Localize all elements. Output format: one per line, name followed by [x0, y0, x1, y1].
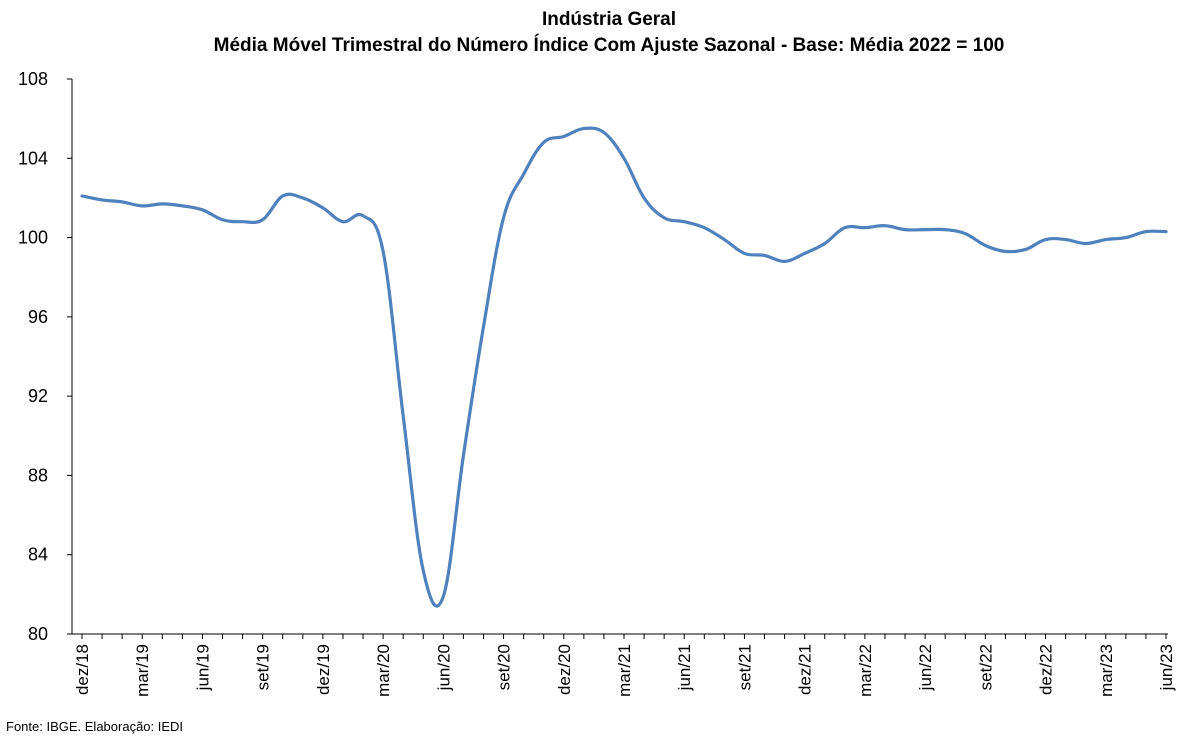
x-tick-label: dez/20 — [555, 644, 574, 695]
x-tick-label: set/22 — [976, 644, 995, 690]
data-point — [261, 218, 264, 221]
x-tick-label: dez/18 — [73, 644, 92, 695]
data-point — [141, 204, 144, 207]
data-point — [1044, 238, 1047, 241]
y-tick-label: 108 — [18, 69, 48, 89]
x-tick-label: mar/23 — [1097, 644, 1116, 697]
data-point — [562, 135, 565, 138]
data-point — [602, 131, 605, 134]
y-tick-label: 92 — [28, 386, 48, 406]
x-tick-label: jun/22 — [916, 644, 935, 691]
x-axis: dez/18 mar/19 jun/19 set/19 dez/19 mar/20 jun/… — [72, 633, 1176, 697]
data-point — [964, 232, 967, 235]
data-point — [723, 238, 726, 241]
data-point — [623, 157, 626, 160]
data-point — [402, 414, 405, 417]
data-point — [1124, 236, 1127, 239]
chart-subtitle: Média Móvel Trimestral do Número Índice … — [213, 35, 1005, 56]
y-axis: 80 84 88 92 96 100 104 108 — [18, 69, 73, 644]
data-point — [803, 252, 806, 255]
x-tick-label: set/20 — [495, 644, 514, 690]
data-point — [502, 216, 505, 219]
data-point — [663, 216, 666, 219]
data-point — [281, 194, 284, 197]
series-layer — [80, 126, 1168, 608]
y-tick-label: 80 — [28, 624, 48, 644]
x-tick-label: mar/19 — [133, 644, 152, 697]
x-tick-label: dez/21 — [796, 644, 815, 695]
data-point — [763, 254, 766, 257]
data-point — [181, 204, 184, 207]
data-point — [121, 200, 124, 203]
data-point — [984, 244, 987, 247]
data-point — [944, 228, 947, 231]
y-tick-label: 104 — [18, 148, 48, 168]
data-point — [422, 569, 425, 572]
data-point — [743, 252, 746, 255]
data-point — [1004, 250, 1007, 253]
data-point — [582, 127, 585, 130]
y-tick-label: 84 — [28, 545, 48, 565]
x-tick-label: jun/20 — [434, 644, 453, 691]
chart-title-block: Indústria Geral Média Móvel Trimestral d… — [0, 7, 1198, 59]
data-point — [683, 220, 686, 223]
data-point — [101, 198, 104, 201]
data-point — [643, 196, 646, 199]
data-point — [1165, 230, 1168, 233]
x-tick-label: dez/19 — [314, 644, 333, 695]
data-point — [843, 226, 846, 229]
data-point — [341, 220, 344, 223]
chart-title: Indústria Geral — [541, 9, 677, 30]
data-point — [462, 454, 465, 457]
data-point — [924, 228, 927, 231]
x-tick-label: jun/21 — [675, 644, 694, 691]
data-point — [321, 206, 324, 209]
data-point — [81, 194, 84, 197]
data-point — [1084, 242, 1087, 245]
data-point — [823, 242, 826, 245]
x-tick-label: mar/22 — [856, 644, 875, 697]
data-point — [542, 141, 545, 144]
data-point — [1144, 230, 1147, 233]
x-tick-label: mar/20 — [374, 644, 393, 697]
data-point — [161, 202, 164, 205]
x-tick-label: dez/22 — [1037, 644, 1056, 695]
data-point — [221, 218, 224, 221]
x-tick-label: jun/19 — [193, 644, 212, 691]
data-point — [904, 228, 907, 231]
x-tick-label: set/19 — [254, 644, 273, 690]
data-point — [703, 226, 706, 229]
data-point — [1064, 238, 1067, 241]
data-point — [382, 250, 385, 253]
x-tick-label: jun/23 — [1157, 644, 1176, 691]
data-point — [863, 226, 866, 229]
data-point — [1104, 238, 1107, 241]
data-point — [783, 260, 786, 263]
y-tick-label: 96 — [28, 307, 48, 327]
y-tick-label: 88 — [28, 465, 48, 485]
data-point — [1024, 248, 1027, 251]
data-point — [883, 224, 886, 227]
data-point — [442, 595, 445, 598]
data-point — [482, 325, 485, 328]
data-point — [241, 220, 244, 223]
data-point — [522, 173, 525, 176]
data-point — [362, 214, 365, 217]
data-point — [201, 208, 204, 211]
data-point — [301, 196, 304, 199]
x-tick-label: set/21 — [735, 644, 754, 690]
y-tick-label: 100 — [18, 228, 48, 248]
x-tick-label: mar/21 — [615, 644, 634, 697]
series-line — [80, 126, 1168, 608]
source-note: Fonte: IBGE. Elaboração: IEDI — [6, 719, 184, 734]
